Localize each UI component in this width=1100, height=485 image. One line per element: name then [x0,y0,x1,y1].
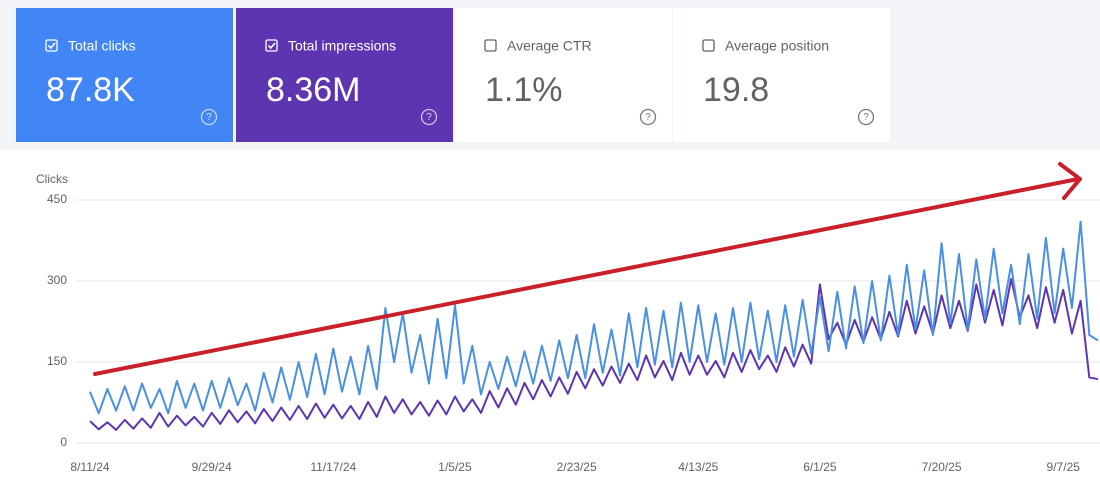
y-tick-label: 0 [60,435,67,449]
cards: Total clicks 87.8K? Total impressions 8.36M… [16,8,890,142]
help-icon [200,108,218,126]
chart: 0 150 300 450 8/11/24 9/29/24 11/17/24 1/5/25 2/… [47,192,1100,474]
y-tick-label: 450 [47,192,67,206]
checkbox [265,39,278,52]
x-tick-label: 8/11/24 [70,460,109,474]
card-value: 1.1% [485,71,563,109]
annotation-arrow [93,162,1082,376]
help-icon [857,108,875,126]
series-line [89,220,1099,415]
help-glyph: ? [863,112,869,123]
y-tick-label: 150 [47,354,67,368]
x-tick-label: 9/29/24 [192,460,232,474]
help-icon [639,108,657,126]
help-glyph: ? [426,112,432,123]
x-tick-label: 2/23/25 [557,460,597,474]
metric-card[interactable] [673,8,890,142]
x-tick-label: 11/17/24 [310,460,356,474]
checkbox [702,39,715,52]
checkmark [47,42,56,50]
help-icon [420,108,438,126]
help-glyph: ? [645,112,651,123]
card-label: Average CTR [507,38,592,54]
card-label: Total impressions [288,38,396,54]
checkbox [45,39,58,52]
y-axis-label: Clicks [36,172,68,186]
x-tick-label: 1/5/25 [438,460,472,474]
card-value: 8.36M [266,71,361,109]
x-tick-label: 4/13/25 [678,460,718,474]
series-line [89,278,1099,431]
x-tick-label: 6/1/25 [803,460,837,474]
card-label: Average position [725,38,829,54]
help-glyph: ? [206,112,212,123]
y-tick-label: 300 [47,273,67,287]
checkmark [267,42,276,50]
card-label: Total clicks [68,38,136,54]
checkbox [484,39,497,52]
card-value: 87.8K [46,71,135,109]
card-value: 19.8 [703,71,769,109]
metric-card[interactable] [16,8,233,142]
metric-card[interactable] [455,8,672,142]
metric-card[interactable] [236,8,453,142]
x-tick-label: 9/7/25 [1047,460,1081,474]
x-tick-label: 7/20/25 [922,460,962,474]
